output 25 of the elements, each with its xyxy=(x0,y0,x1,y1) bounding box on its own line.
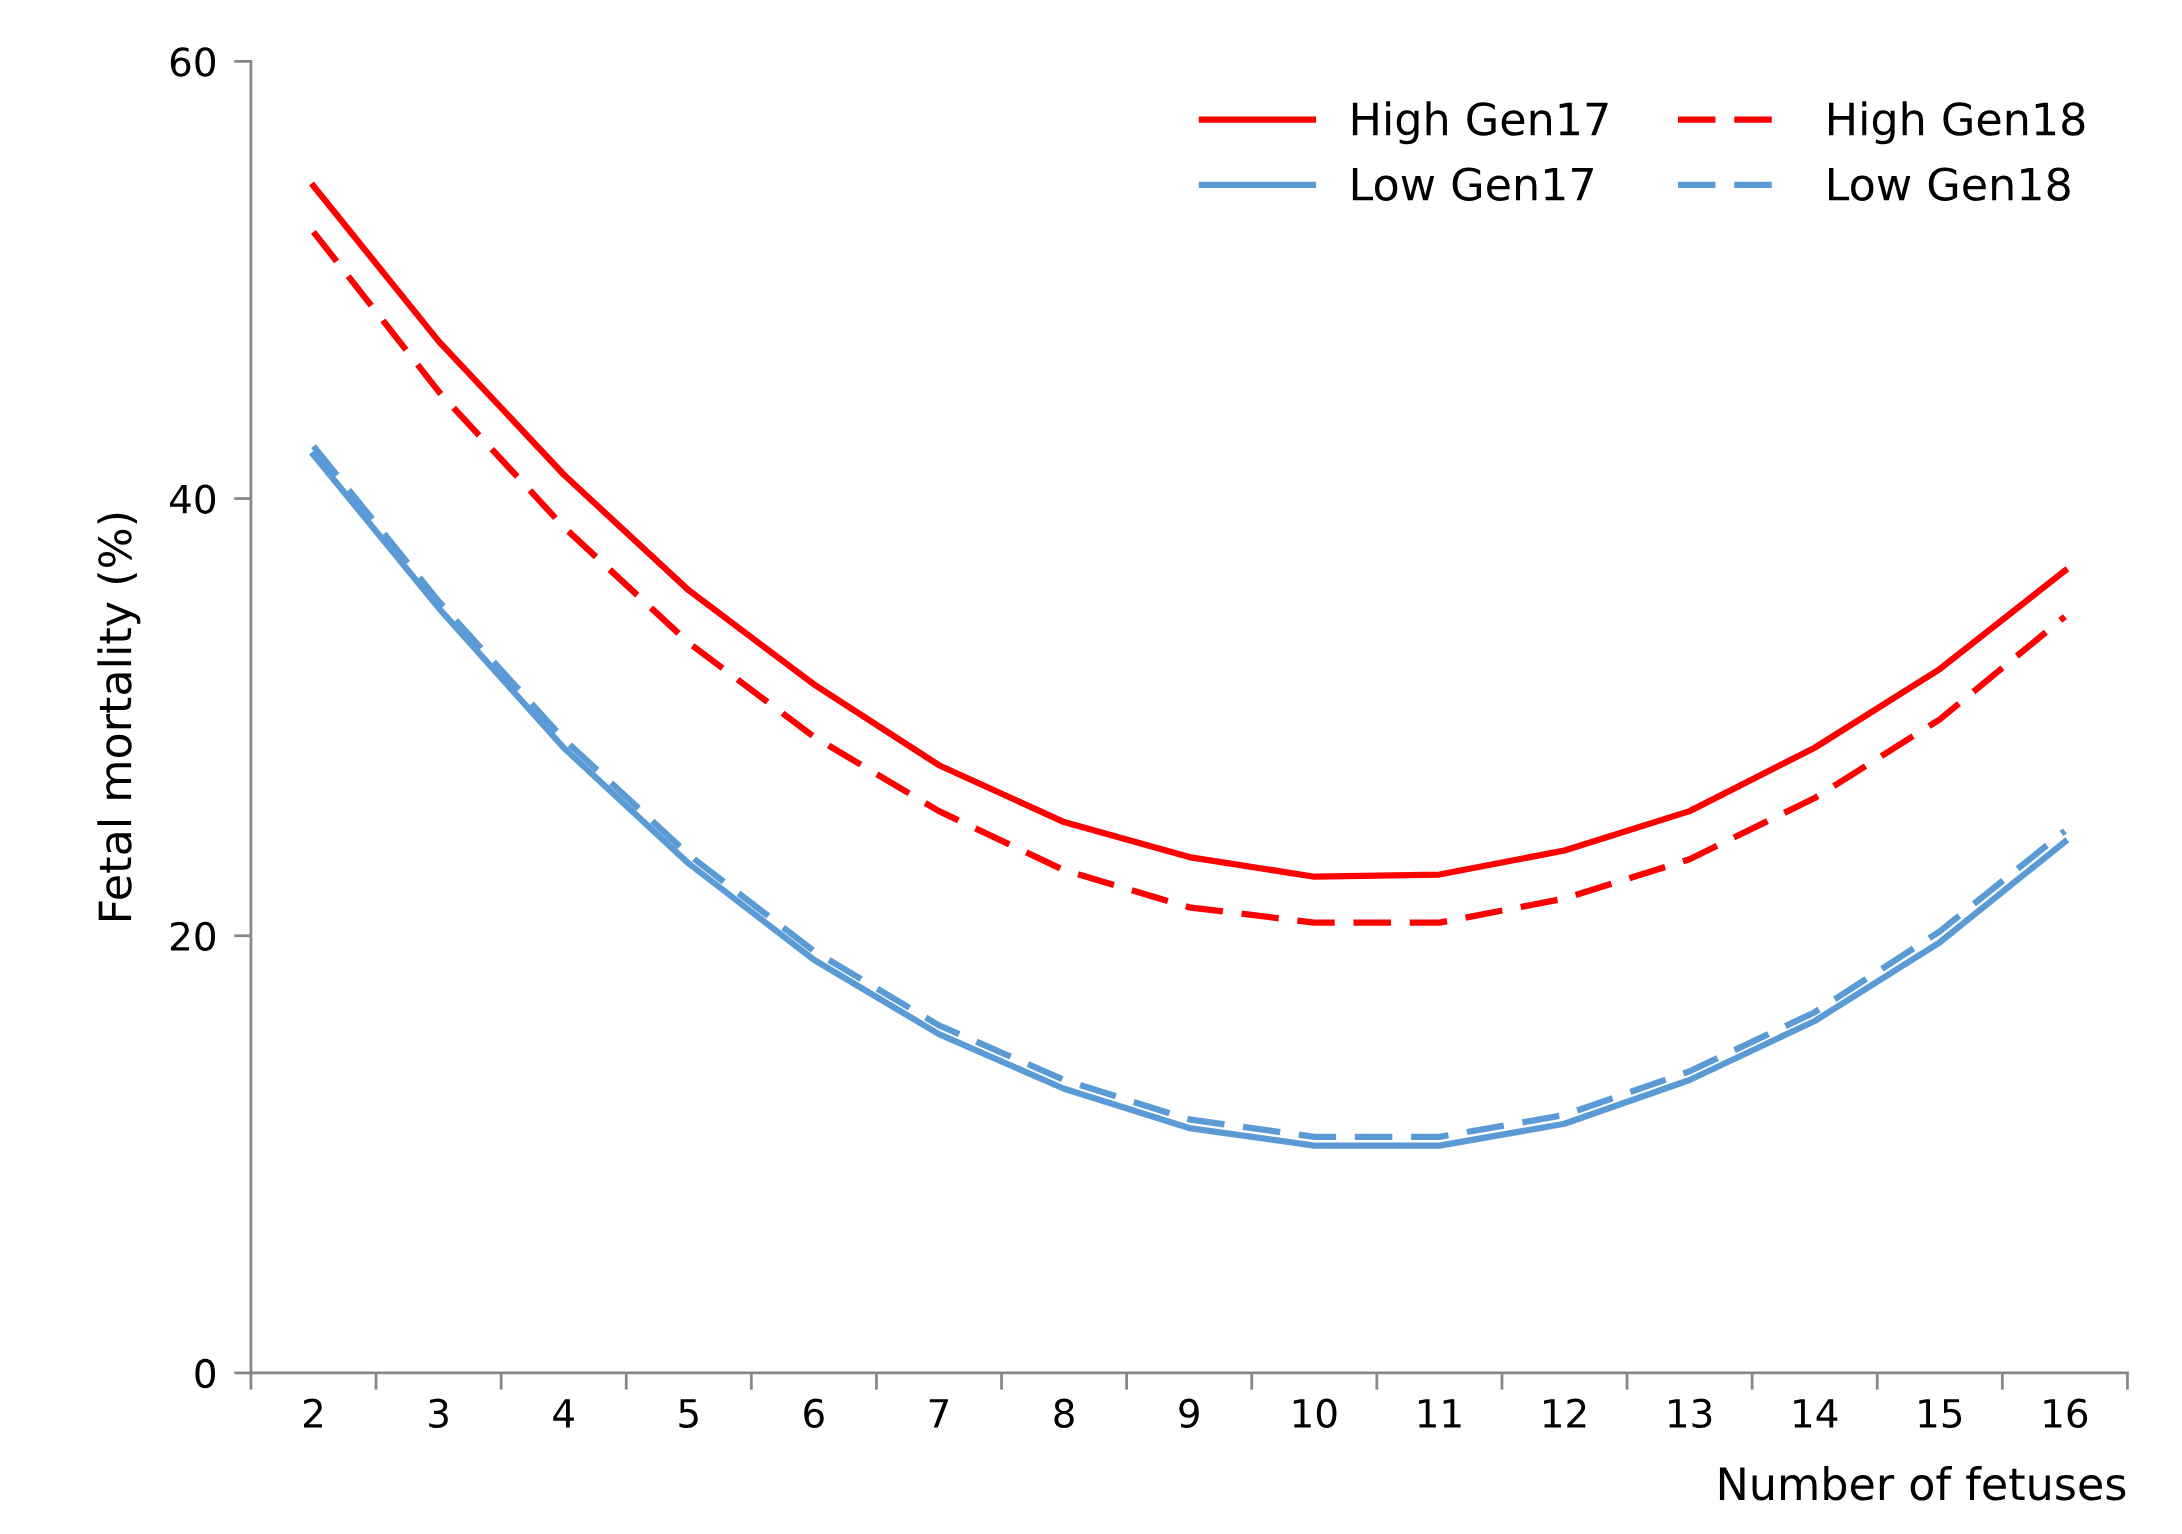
y-tick-label: 40 xyxy=(170,484,216,514)
x-tick-label: 8 xyxy=(1054,1398,1074,1429)
x-tick-label: 5 xyxy=(679,1399,698,1429)
y-tick-label: 0 xyxy=(195,1358,216,1389)
x-tick-label: 12 xyxy=(1544,1398,1586,1428)
y-axis-title: Fetal mortality (%) xyxy=(97,513,141,921)
legend-label: Low Gen17 xyxy=(1352,167,1593,201)
x-tick-label: 14 xyxy=(1794,1399,1838,1428)
x-tick-label: 15 xyxy=(1919,1399,1962,1429)
legend-label: High Gen17 xyxy=(1352,101,1608,145)
x-tick-label: 7 xyxy=(929,1399,949,1428)
legend-label: High Gen18 xyxy=(1829,101,2085,145)
legend-label: Low Gen18 xyxy=(1829,167,2070,201)
x-tick-label: 4 xyxy=(553,1399,574,1428)
y-tick-label: 60 xyxy=(170,47,216,77)
x-axis-title: Number of fetuses xyxy=(1719,1466,2126,1501)
y-tick-label: 20 xyxy=(170,921,216,952)
x-tick-label: 16 xyxy=(2044,1398,2088,1429)
x-tick-label: 10 xyxy=(1293,1398,1337,1429)
x-tick-label: 6 xyxy=(804,1398,824,1429)
x-tick-label: 3 xyxy=(429,1398,448,1429)
x-tick-label: 9 xyxy=(1179,1398,1199,1429)
x-tick-label: 11 xyxy=(1418,1399,1461,1428)
x-tick-label: 13 xyxy=(1669,1398,1712,1429)
x-tick-label: 2 xyxy=(303,1398,322,1428)
